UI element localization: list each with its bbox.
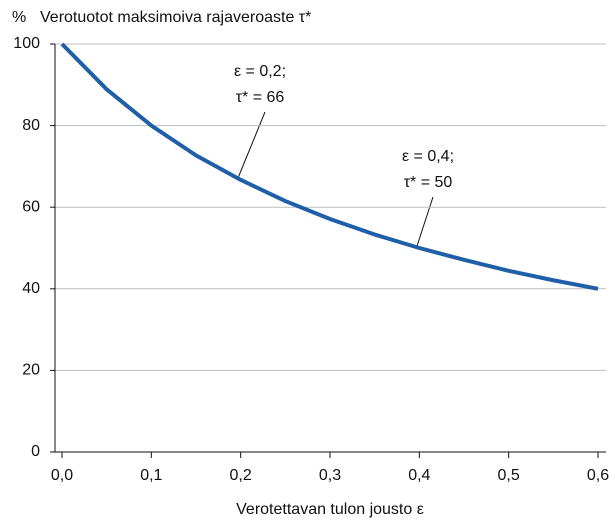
- leader-line: [416, 196, 434, 247]
- y-tick-label: 60: [22, 198, 40, 215]
- y-unit: %: [12, 9, 26, 26]
- x-tick-label: 0,6: [587, 467, 609, 484]
- annotation: ε = 0,4;: [402, 148, 454, 165]
- y-tick-label: 100: [13, 35, 40, 52]
- y-tick-label: 0: [31, 443, 40, 460]
- x-tick-label: 0,4: [408, 467, 430, 484]
- x-tick-label: 0,0: [51, 467, 73, 484]
- annotation: τ* = 66: [236, 89, 285, 106]
- y-tick-label: 80: [22, 117, 40, 134]
- line-series: [60, 42, 599, 291]
- x-tick-label: 0,3: [319, 467, 341, 484]
- x-tick-label: 0,5: [498, 467, 520, 484]
- annotation: τ* = 50: [404, 174, 453, 191]
- x-tick-label: 0,1: [140, 467, 162, 484]
- x-tick-label: 0,2: [230, 467, 252, 484]
- leader-line: [237, 111, 266, 179]
- chart-title: Verotuotot maksimoiva rajaveroaste τ*: [40, 9, 311, 26]
- x-axis-label: Verotettavan tulon jousto ε: [236, 501, 424, 518]
- y-tick-label: 20: [22, 362, 40, 379]
- annotation: ε = 0,2;: [234, 63, 286, 80]
- y-tick-label: 40: [22, 280, 40, 297]
